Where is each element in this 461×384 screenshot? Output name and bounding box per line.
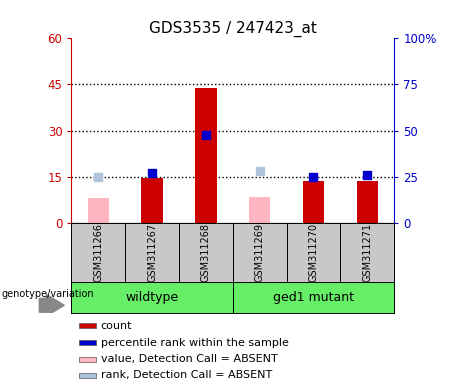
Text: genotype/variation: genotype/variation	[1, 289, 94, 299]
Text: GSM311267: GSM311267	[147, 223, 157, 282]
Bar	[79, 373, 96, 378]
Bar	[79, 340, 96, 345]
Bar	[249, 197, 271, 223]
Point	[202, 132, 210, 138]
Bar	[142, 178, 163, 223]
Text: ged1 mutant: ged1 mutant	[273, 291, 354, 304]
Bar	[195, 88, 217, 223]
Bar	[356, 181, 378, 223]
Text: value, Detection Call = ABSENT: value, Detection Call = ABSENT	[101, 354, 278, 364]
Bar	[303, 181, 324, 223]
Text: GSM311271: GSM311271	[362, 223, 372, 282]
Text: rank, Detection Call = ABSENT: rank, Detection Call = ABSENT	[101, 371, 272, 381]
Text: GSM311270: GSM311270	[308, 223, 319, 282]
Point	[148, 170, 156, 176]
Text: GSM311266: GSM311266	[93, 223, 103, 282]
Point	[364, 172, 371, 178]
Text: count: count	[101, 321, 132, 331]
Point	[310, 174, 317, 180]
Text: wildtype: wildtype	[125, 291, 179, 304]
Bar	[79, 357, 96, 362]
Bar	[79, 323, 96, 328]
Point	[95, 174, 102, 180]
Text: percentile rank within the sample: percentile rank within the sample	[101, 338, 289, 348]
Title: GDS3535 / 247423_at: GDS3535 / 247423_at	[149, 21, 317, 37]
FancyArrow shape	[39, 295, 65, 316]
Text: GSM311269: GSM311269	[254, 223, 265, 282]
Point	[256, 168, 263, 174]
Bar	[88, 198, 109, 223]
Text: GSM311268: GSM311268	[201, 223, 211, 282]
